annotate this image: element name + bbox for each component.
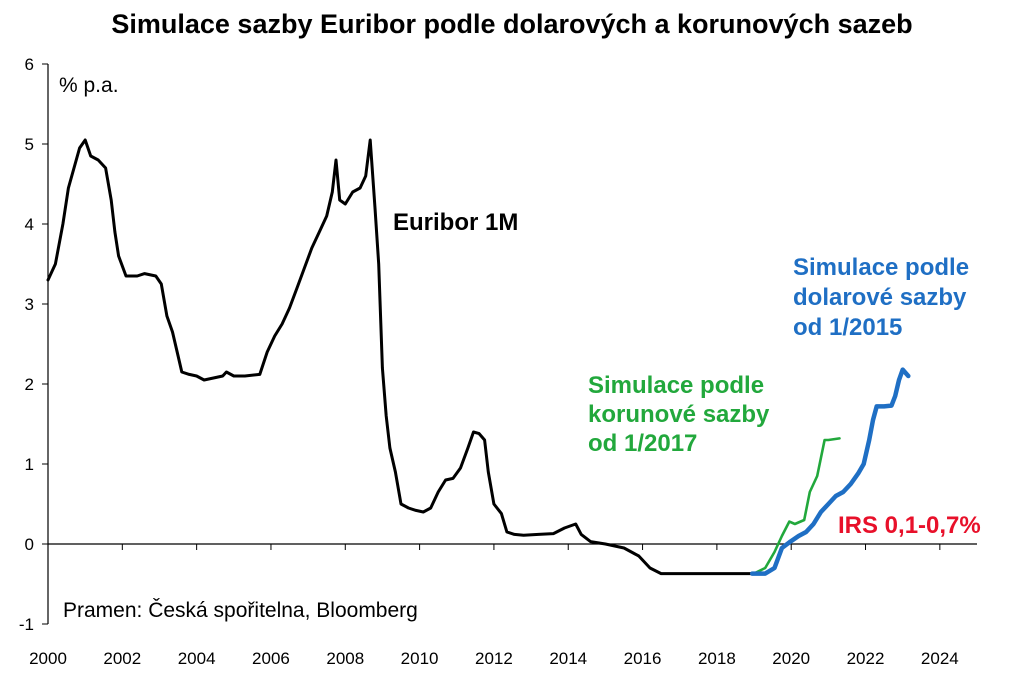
x-tick-label: 2016 (624, 649, 662, 668)
y-unit-label: % p.a. (59, 74, 119, 97)
green-label-line-3: od 1/2017 (588, 430, 697, 457)
series-group (46, 138, 911, 576)
x-tick-label: 2006 (252, 649, 290, 668)
y-tick-label: 0 (25, 535, 34, 554)
green-label-line-1: Simulace podle (588, 372, 764, 399)
green-label-line-2: korunové sazby (588, 401, 770, 428)
y-tick-label: 6 (25, 55, 34, 74)
blue-label-line-1: Simulace podle (793, 254, 969, 281)
y-tick-label: 2 (25, 375, 34, 394)
y-tick-label: 1 (25, 455, 34, 474)
x-tick-label: 2008 (326, 649, 364, 668)
x-tick-label: 2024 (921, 649, 959, 668)
blue-label-line-2: dolarové sazby (793, 284, 967, 311)
series-line-blue (749, 367, 911, 576)
y-tick-label: 4 (25, 215, 34, 234)
y-tick-label: -1 (19, 615, 34, 634)
series-line-euribor (46, 138, 754, 576)
y-tick-label: 3 (25, 295, 34, 314)
x-tick-label: 2022 (847, 649, 885, 668)
x-tick-label: 2012 (475, 649, 513, 668)
x-tick-label: 2002 (103, 649, 141, 668)
chart-title: Simulace sazby Euribor podle dolarových … (111, 9, 912, 39)
x-tick-label: 2000 (29, 649, 67, 668)
euribor-label: Euribor 1M (393, 209, 518, 236)
y-tick-label: 5 (25, 135, 34, 154)
axes: -1 0 1 2 3 4 5 6 2000 2002 2004 2006 2008 2010 2012 201… (19, 55, 977, 668)
x-tick-label: 2004 (178, 649, 216, 668)
x-tick-label: 2018 (698, 649, 736, 668)
x-tick-label: 2014 (549, 649, 587, 668)
x-tick-label: 2020 (772, 649, 810, 668)
x-tick-label: 2010 (401, 649, 439, 668)
blue-label-line-3: od 1/2015 (793, 314, 902, 341)
series-line-green (752, 437, 841, 575)
source-note: Pramen: Česká spořitelna, Bloomberg (63, 599, 418, 622)
irs-label: IRS 0,1-0,7% (838, 512, 981, 539)
